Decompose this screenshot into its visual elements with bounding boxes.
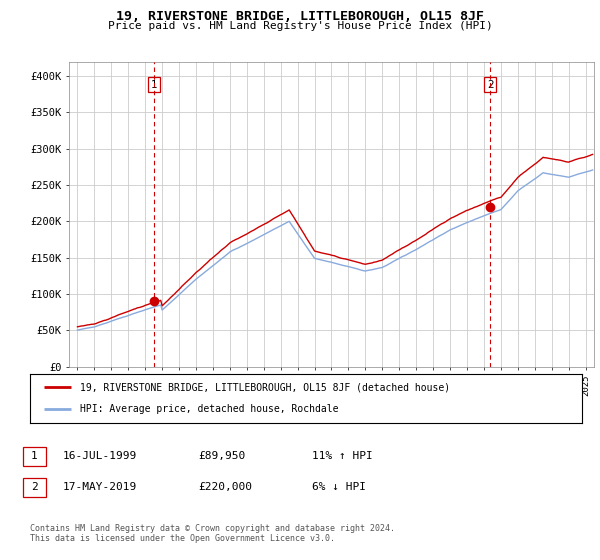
Text: 6% ↓ HPI: 6% ↓ HPI — [312, 482, 366, 492]
Text: 16-JUL-1999: 16-JUL-1999 — [63, 451, 137, 461]
Text: 19, RIVERSTONE BRIDGE, LITTLEBOROUGH, OL15 8JF (detached house): 19, RIVERSTONE BRIDGE, LITTLEBOROUGH, OL… — [80, 382, 450, 393]
Text: HPI: Average price, detached house, Rochdale: HPI: Average price, detached house, Roch… — [80, 404, 338, 414]
Text: 2: 2 — [31, 482, 38, 492]
Text: 1: 1 — [151, 80, 158, 90]
Text: 2: 2 — [487, 80, 493, 90]
Text: 1: 1 — [31, 451, 38, 461]
Text: £89,950: £89,950 — [198, 451, 245, 461]
Text: 11% ↑ HPI: 11% ↑ HPI — [312, 451, 373, 461]
Text: 17-MAY-2019: 17-MAY-2019 — [63, 482, 137, 492]
Text: 19, RIVERSTONE BRIDGE, LITTLEBOROUGH, OL15 8JF: 19, RIVERSTONE BRIDGE, LITTLEBOROUGH, OL… — [116, 10, 484, 23]
Text: Price paid vs. HM Land Registry's House Price Index (HPI): Price paid vs. HM Land Registry's House … — [107, 21, 493, 31]
Text: £220,000: £220,000 — [198, 482, 252, 492]
Text: Contains HM Land Registry data © Crown copyright and database right 2024.
This d: Contains HM Land Registry data © Crown c… — [30, 524, 395, 543]
